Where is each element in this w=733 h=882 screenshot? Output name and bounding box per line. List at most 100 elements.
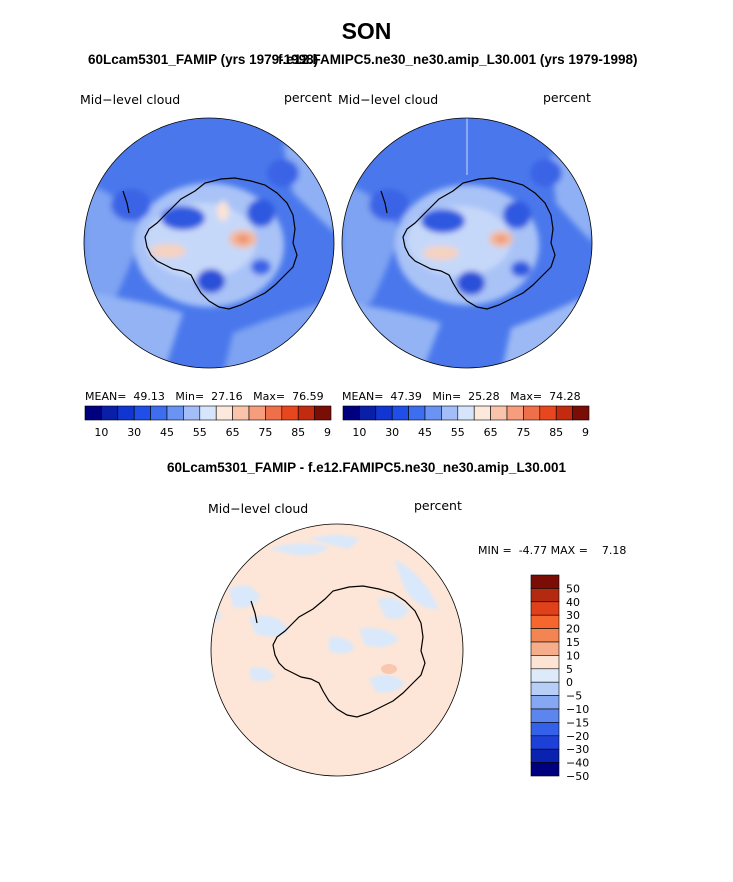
panel1-colorbar-tick-label: 55 (193, 426, 207, 439)
panel1-colorbar-swatch (199, 405, 217, 421)
panel1-colorbar-swatch (248, 405, 266, 421)
panel2-colorbar-swatch (457, 405, 475, 421)
diff-max: 7.18 (601, 544, 627, 557)
panel2-colorbar-swatch (555, 405, 573, 421)
panel1-colorbar-tick-label: 65 (226, 426, 240, 439)
diff-colorbar-swatch (530, 614, 560, 629)
panel1-subtitle: 60Lcam5301_FAMIP (yrs 1979-1998) (88, 52, 319, 67)
diff-colorbar-swatch (530, 748, 560, 763)
panel2-colorbar-swatch (342, 405, 360, 421)
panel1-colorbar-swatch (101, 405, 119, 421)
panel2-colorbar-swatch (506, 405, 524, 421)
panel1-min: 27.16 (211, 390, 243, 403)
panel2-colorbar-tick-label: 45 (418, 426, 432, 439)
diff-colorbar-tick-label: 15 (566, 636, 580, 649)
diff-colorbar-tick-label: 30 (566, 609, 580, 622)
diff-polar-map (210, 523, 464, 777)
diff-colorbar-tick-label: −50 (566, 770, 589, 783)
diff-colorbar-swatch (530, 574, 560, 589)
panel2-colorbar-tick-label: 30 (385, 426, 399, 439)
diff-colorbar-swatch (530, 681, 560, 696)
panel1-polar-map (83, 117, 335, 369)
panel2-polar-map (341, 117, 593, 369)
diff-colorbar-tick-label: 10 (566, 649, 580, 662)
diff-colorbar-swatch (530, 601, 560, 616)
panel1-stats: MEAN= 49.13 Min= 27.16 Max= 76.59 (85, 390, 324, 403)
panel2-variable-label: Mid−level cloud (338, 92, 439, 107)
diff-colorbar-tick-label: −30 (566, 743, 589, 756)
panel1-colorbar-swatch (117, 405, 135, 421)
diff-colorbar-swatch (530, 722, 560, 737)
diff-colorbar-tick-label: 0 (566, 676, 573, 689)
panel1-colorbar-swatch (314, 405, 332, 421)
panel2-colorbar-tick-label: 75 (516, 426, 530, 439)
panel2-colorbar-swatch (441, 405, 459, 421)
diff-colorbar-swatch (530, 735, 560, 750)
diff-colorbar-tick-label: 50 (566, 582, 580, 595)
panel1-colorbar-swatch (183, 405, 201, 421)
diff-colorbar-tick-label: −40 (566, 757, 589, 770)
panel1-colorbar-tick-label: 30 (127, 426, 141, 439)
panel1-colorbar-tick-label: 10 (94, 426, 108, 439)
diff-units-label: percent (414, 498, 462, 513)
panel2-min-label: Min= (432, 390, 462, 403)
panel2-colorbar-swatch (391, 405, 409, 421)
diff-colorbar-tick-label: −5 (566, 690, 582, 703)
diff-colorbar-tick-label: −10 (566, 703, 589, 716)
diff-max-label: MAX = (550, 544, 588, 557)
diff-colorbar-swatch (530, 762, 560, 777)
panel1-mean: 49.13 (133, 390, 165, 403)
panel1-min-label: Min= (175, 390, 205, 403)
panel2-colorbar-swatch (490, 405, 508, 421)
diff-colorbar-tick-label: 20 (566, 623, 580, 636)
panel1-colorbar-swatch (297, 405, 315, 421)
panel1-colorbar-swatch (166, 405, 184, 421)
panel2-mean: 47.39 (390, 390, 422, 403)
diff-colorbar-tick-label: 40 (566, 596, 580, 609)
panel1-units-label: percent (284, 90, 332, 105)
panel2-colorbar-swatch (408, 405, 426, 421)
diff-colorbar-swatch (530, 641, 560, 656)
panel1-colorbar-tick-label: 85 (291, 426, 305, 439)
diff-stats: MIN = -4.77 MAX = 7.18 (478, 544, 626, 557)
diff-colorbar-swatch (530, 695, 560, 710)
panel1-colorbar-tick-label: 95 (324, 426, 332, 439)
panel2-colorbar-tick-label: 85 (549, 426, 563, 439)
diff-colorbar-swatch (530, 708, 560, 723)
panel2-colorbar-swatch (539, 405, 557, 421)
panel2-colorbar-tick-label: 95 (582, 426, 590, 439)
panel2-max-label: Max= (510, 390, 543, 403)
diff-colorbar-tick-label: −20 (566, 730, 589, 743)
page-title: SON (341, 18, 392, 44)
panel2-colorbar-tick-label: 65 (484, 426, 498, 439)
panel1-colorbar-swatch (133, 405, 151, 421)
panel1-colorbar-swatch (150, 405, 168, 421)
panel1-colorbar-tick-label: 75 (258, 426, 272, 439)
panel1-max: 76.59 (292, 390, 324, 403)
panel1-colorbar-swatch (232, 405, 250, 421)
panel2-colorbar-swatch (572, 405, 590, 421)
panel1-max-label: Max= (253, 390, 286, 403)
diff-subtitle: 60Lcam5301_FAMIP - f.e12.FAMIPC5.ne30_ne… (167, 460, 566, 475)
diff-variable-label: Mid−level cloud (208, 501, 309, 516)
panel2-stats: MEAN= 47.39 Min= 25.28 Max= 74.28 (342, 390, 581, 403)
panel2-colorbar: 10 30 45 55 65 75 85 95 (342, 405, 590, 439)
diff-colorbar-swatch (530, 628, 560, 643)
diff-min: -4.77 (518, 544, 548, 557)
panel2-colorbar-swatch (424, 405, 442, 421)
panel1-colorbar-swatch (265, 405, 283, 421)
panel2-colorbar-tick-label: 55 (451, 426, 465, 439)
panel2-colorbar-swatch (523, 405, 541, 421)
panel2-units-label: percent (543, 90, 591, 105)
panel2-min: 25.28 (468, 390, 500, 403)
panel2-mean-label: MEAN= (342, 390, 384, 403)
panel1-colorbar-tick-label: 45 (160, 426, 174, 439)
panel2-subtitle: f.e12.FAMIPC5.ne30_ne30.amip_L30.001 (yr… (278, 52, 638, 67)
panel2-colorbar-swatch (473, 405, 491, 421)
diff-colorbar-swatch (530, 668, 560, 683)
panel1-mean-label: MEAN= (85, 390, 127, 403)
diff-colorbar-tick-label: 5 (566, 663, 573, 676)
panel1-colorbar-swatch (215, 405, 233, 421)
panel1-colorbar: 10 30 45 55 65 75 85 95 (84, 405, 332, 439)
